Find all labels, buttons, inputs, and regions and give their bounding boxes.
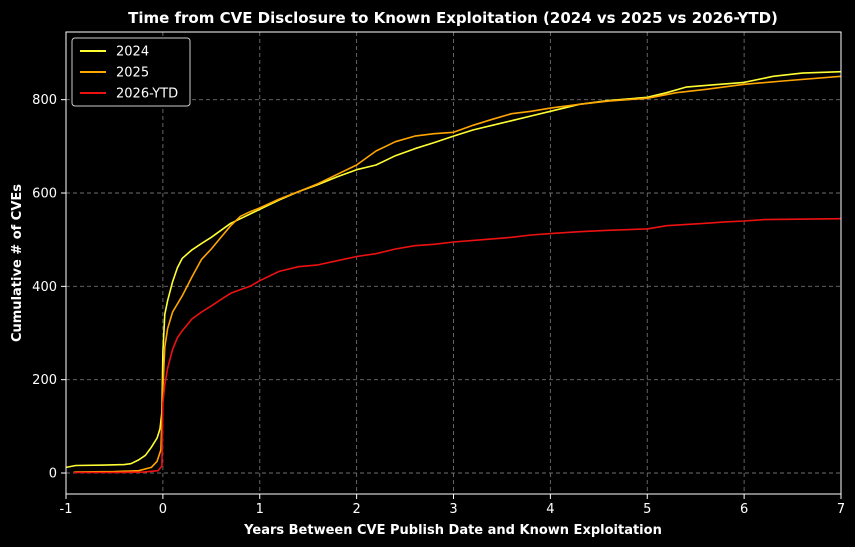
- chart-title: Time from CVE Disclosure to Known Exploi…: [128, 9, 778, 27]
- x-tick-label: 3: [449, 502, 457, 517]
- legend-box: [71, 37, 191, 107]
- y-axis-title: Cumulative # of CVEs: [10, 184, 25, 342]
- series-line-2025: [73, 75, 841, 473]
- series-lines: [66, 70, 841, 474]
- x-tick-label: 7: [837, 502, 845, 517]
- legend-label: 2024: [116, 45, 149, 60]
- x-tick-label: 0: [159, 502, 167, 517]
- x-axis-title: Years Between CVE Publish Date and Known…: [243, 523, 662, 538]
- x-tick-label: 6: [740, 502, 748, 517]
- y-tick-label: 800: [32, 93, 57, 108]
- grid: [66, 32, 841, 494]
- y-tick-label: 200: [32, 373, 57, 388]
- series-line-2026-ytd: [73, 217, 841, 474]
- x-tick-label: 2: [352, 502, 360, 517]
- x-tick-label: 1: [256, 502, 264, 517]
- x-tick-label: 5: [643, 502, 651, 517]
- legend: 2024 2025 2026-YTD: [71, 37, 191, 107]
- axis-ticks: -1 0 1 2 3 4 5 6 7 0 200 400 600 800: [32, 93, 845, 517]
- y-tick-label: 0: [49, 467, 57, 482]
- legend-label: 2026-YTD: [116, 87, 178, 102]
- y-tick-label: 600: [32, 187, 57, 202]
- y-tick-label: 400: [32, 280, 57, 295]
- legend-label: 2025: [116, 66, 149, 81]
- x-tick-label: 4: [546, 502, 554, 517]
- x-tick-label: -1: [60, 502, 73, 517]
